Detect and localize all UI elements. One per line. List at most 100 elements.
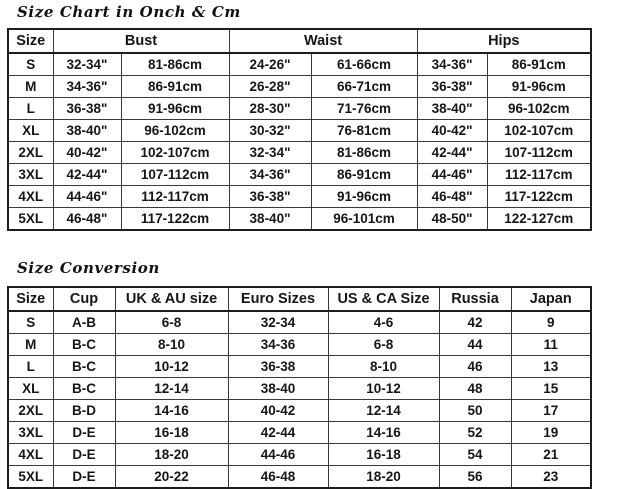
table-cell: 10-12	[114, 355, 229, 378]
table-cell: 15	[510, 377, 592, 400]
measurements-table: Size Bust Waist Hips S 32-34" 81-86cm 24-26…	[7, 28, 593, 231]
table-cell: 96-101cm	[310, 207, 418, 230]
table-cell: 91-96cm	[120, 97, 230, 120]
table-row: 5XL 46-48" 117-122cm 38-40" 96-101cm 48-50" 12…	[7, 207, 592, 230]
column-header-bust: Bust	[52, 28, 230, 54]
column-header-euro-sizes: Euro Sizes	[227, 286, 329, 312]
size-label-cell: M	[7, 333, 54, 356]
table-cell: 36-38"	[228, 185, 312, 208]
table-cell: 61-66cm	[310, 52, 418, 76]
table-cell: 52	[438, 421, 512, 444]
table-cell: 36-38	[227, 355, 329, 378]
table-cell: 13	[510, 355, 592, 378]
conversion-table: Size Cup UK & AU size Euro Sizes US & CA Siz…	[7, 286, 592, 489]
table-cell: 86-91cm	[310, 163, 418, 186]
size-label-cell: 4XL	[7, 185, 54, 208]
table-cell: 102-107cm	[120, 141, 230, 164]
table-cell: B-C	[52, 333, 116, 356]
table-cell: 42-44	[227, 421, 329, 444]
table-cell: 66-71cm	[310, 75, 418, 98]
column-header-size: Size	[7, 28, 54, 54]
table-cell: 18-20	[114, 443, 229, 466]
conversion-table-body: S A-B 6-8 32-34 4-6 42 9 M B-C 8-10 34-36 6-8 44 11 L B…	[7, 310, 592, 488]
table-cell: 10-12	[327, 377, 440, 400]
table-row: 3XL 42-44" 107-112cm 34-36" 86-91cm 44-46" 112…	[7, 163, 592, 186]
size-label-cell: 3XL	[7, 421, 54, 444]
table-cell: A-B	[52, 310, 116, 334]
table-cell: 42-44"	[416, 141, 488, 164]
table-row: L 36-38" 91-96cm 28-30" 71-76cm 38-40" 96-102c…	[7, 97, 592, 120]
table-cell: 32-34"	[228, 141, 312, 164]
size-label-cell: M	[7, 75, 54, 98]
table-cell: 8-10	[327, 355, 440, 378]
table-cell: 38-40	[227, 377, 329, 400]
table-cell: 36-38"	[416, 75, 488, 98]
table-row: 4XL 44-46" 112-117cm 36-38" 91-96cm 46-48" 117…	[7, 185, 592, 208]
table-cell: 40-42"	[52, 141, 122, 164]
column-header-us-ca-size: US & CA Size	[327, 286, 440, 312]
table-cell: D-E	[52, 443, 116, 466]
table-cell: 34-36"	[416, 52, 488, 76]
size-label-cell: XL	[7, 377, 54, 400]
table-row: M 34-36" 86-91cm 26-28" 66-71cm 36-38" 91-96cm	[7, 75, 592, 98]
table-cell: 54	[438, 443, 512, 466]
size-label-cell: 5XL	[7, 207, 54, 230]
table-cell: 71-76cm	[310, 97, 418, 120]
measurements-title: Size Chart in Onch & Cm	[17, 3, 241, 21]
table-cell: 112-117cm	[486, 163, 592, 186]
table-cell: 12-14	[327, 399, 440, 422]
table-cell: 44-46"	[52, 185, 122, 208]
table-cell: 44	[438, 333, 512, 356]
table-row: 3XL D-E 16-18 42-44 14-16 52 19	[7, 421, 592, 444]
column-header-hips: Hips	[416, 28, 592, 54]
table-header-row: Size Cup UK & AU size Euro Sizes US & CA Siz…	[7, 286, 592, 312]
table-cell: 32-34"	[52, 52, 122, 76]
table-cell: 96-102cm	[486, 97, 592, 120]
table-header-row: Size Bust Waist Hips	[7, 28, 592, 54]
table-row: 2XL 40-42" 102-107cm 32-34" 81-86cm 42-44" 107…	[7, 141, 592, 164]
table-cell: 17	[510, 399, 592, 422]
table-cell: 48-50"	[416, 207, 488, 230]
table-row: XL B-C 12-14 38-40 10-12 48 15	[7, 377, 592, 400]
table-cell: 11	[510, 333, 592, 356]
size-label-cell: 3XL	[7, 163, 54, 186]
size-label-cell: 2XL	[7, 399, 54, 422]
table-cell: 20-22	[114, 465, 229, 488]
size-label-cell: 5XL	[7, 465, 54, 488]
table-cell: 96-102cm	[120, 119, 230, 142]
table-cell: 86-91cm	[120, 75, 230, 98]
table-cell: 112-117cm	[120, 185, 230, 208]
table-cell: 38-40"	[228, 207, 312, 230]
table-cell: 102-107cm	[486, 119, 592, 142]
table-cell: 24-26"	[228, 52, 312, 76]
table-cell: 107-112cm	[486, 141, 592, 164]
table-cell: 36-38"	[52, 97, 122, 120]
table-cell: 34-36	[227, 333, 329, 356]
table-cell: 32-34	[227, 310, 329, 334]
size-label-cell: S	[7, 52, 54, 76]
table-cell: B-C	[52, 377, 116, 400]
table-cell: 34-36"	[52, 75, 122, 98]
size-label-cell: S	[7, 310, 54, 334]
table-cell: D-E	[52, 421, 116, 444]
table-row: 2XL B-D 14-16 40-42 12-14 50 17	[7, 399, 592, 422]
table-row: XL 38-40" 96-102cm 30-32" 76-81cm 40-42" 102-1…	[7, 119, 592, 142]
table-cell: 9	[510, 310, 592, 334]
table-cell: 81-86cm	[120, 52, 230, 76]
table-cell: 46-48"	[52, 207, 122, 230]
table-cell: 42	[438, 310, 512, 334]
table-cell: 56	[438, 465, 512, 488]
measurements-table-body: S 32-34" 81-86cm 24-26" 61-66cm 34-36" 86-91cm…	[7, 52, 592, 230]
table-cell: 16-18	[327, 443, 440, 466]
table-cell: 91-96cm	[310, 185, 418, 208]
table-cell: 46	[438, 355, 512, 378]
table-cell: 117-122cm	[120, 207, 230, 230]
table-cell: 46-48	[227, 465, 329, 488]
table-row: S 32-34" 81-86cm 24-26" 61-66cm 34-36" 86-91cm	[7, 52, 592, 76]
column-header-japan: Japan	[510, 286, 592, 312]
table-cell: B-C	[52, 355, 116, 378]
table-cell: 42-44"	[52, 163, 122, 186]
table-cell: 23	[510, 465, 592, 488]
table-row: S A-B 6-8 32-34 4-6 42 9	[7, 310, 592, 334]
